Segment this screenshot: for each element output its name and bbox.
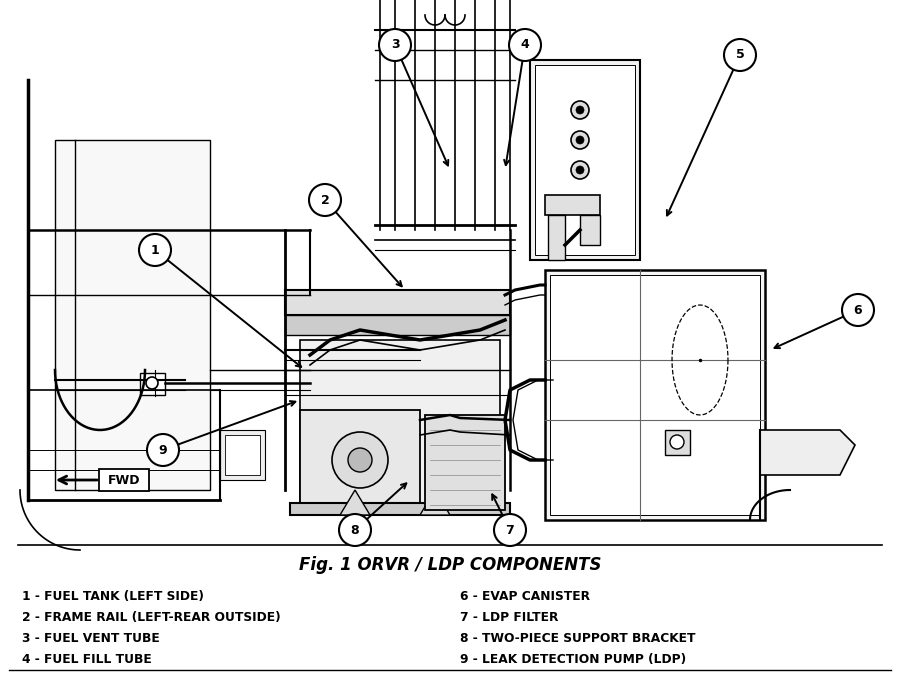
Polygon shape: [665, 430, 690, 455]
Circle shape: [576, 136, 584, 144]
Text: 4 - FUEL FILL TUBE: 4 - FUEL FILL TUBE: [22, 653, 152, 666]
Polygon shape: [580, 215, 600, 245]
Polygon shape: [300, 410, 420, 510]
Circle shape: [576, 106, 584, 114]
Text: 2 - FRAME RAIL (LEFT-REAR OUTSIDE): 2 - FRAME RAIL (LEFT-REAR OUTSIDE): [22, 611, 281, 624]
Circle shape: [509, 29, 541, 61]
Text: 7 - LDP FILTER: 7 - LDP FILTER: [460, 611, 558, 624]
Text: 7: 7: [506, 524, 515, 537]
Circle shape: [332, 432, 388, 488]
Text: 6 - EVAP CANISTER: 6 - EVAP CANISTER: [460, 590, 590, 603]
Polygon shape: [0, 0, 900, 535]
Polygon shape: [420, 490, 450, 515]
Text: 1 - FUEL TANK (LEFT SIDE): 1 - FUEL TANK (LEFT SIDE): [22, 590, 204, 603]
Polygon shape: [55, 140, 210, 490]
Text: 5 - CONTROL VALVE: 5 - CONTROL VALVE: [22, 674, 157, 675]
Circle shape: [309, 184, 341, 216]
Polygon shape: [225, 435, 260, 475]
Polygon shape: [300, 340, 500, 510]
Circle shape: [571, 131, 589, 149]
Circle shape: [494, 514, 526, 546]
Text: 5: 5: [735, 49, 744, 61]
Polygon shape: [220, 430, 265, 480]
Circle shape: [139, 234, 171, 266]
Text: 4: 4: [520, 38, 529, 51]
Circle shape: [571, 161, 589, 179]
Polygon shape: [548, 215, 565, 260]
Polygon shape: [550, 275, 760, 515]
Circle shape: [571, 101, 589, 119]
Circle shape: [576, 166, 584, 174]
Text: 3 - FUEL VENT TUBE: 3 - FUEL VENT TUBE: [22, 632, 160, 645]
Text: 8 - TWO-PIECE SUPPORT BRACKET: 8 - TWO-PIECE SUPPORT BRACKET: [460, 632, 696, 645]
Polygon shape: [285, 315, 510, 335]
Text: 9: 9: [158, 443, 167, 456]
Circle shape: [147, 434, 179, 466]
Text: FWD: FWD: [108, 473, 140, 487]
Polygon shape: [535, 65, 635, 255]
Circle shape: [339, 514, 371, 546]
Text: 2: 2: [320, 194, 329, 207]
Text: 6: 6: [854, 304, 862, 317]
Polygon shape: [530, 60, 640, 260]
Polygon shape: [425, 415, 505, 510]
Text: 8: 8: [351, 524, 359, 537]
Circle shape: [379, 29, 411, 61]
Polygon shape: [340, 490, 370, 515]
Polygon shape: [290, 503, 510, 515]
FancyBboxPatch shape: [99, 469, 149, 491]
Circle shape: [724, 39, 756, 71]
Circle shape: [670, 435, 684, 449]
Text: 9 - LEAK DETECTION PUMP (LDP): 9 - LEAK DETECTION PUMP (LDP): [460, 653, 686, 666]
Polygon shape: [140, 373, 165, 395]
Text: 1: 1: [150, 244, 159, 256]
Polygon shape: [545, 195, 600, 215]
Circle shape: [842, 294, 874, 326]
Circle shape: [348, 448, 372, 472]
Polygon shape: [545, 270, 765, 520]
Circle shape: [146, 377, 158, 389]
Text: 3: 3: [391, 38, 400, 51]
Text: Fig. 1 ORVR / LDP COMPONENTS: Fig. 1 ORVR / LDP COMPONENTS: [299, 556, 601, 574]
Polygon shape: [760, 430, 855, 475]
Polygon shape: [285, 290, 510, 315]
